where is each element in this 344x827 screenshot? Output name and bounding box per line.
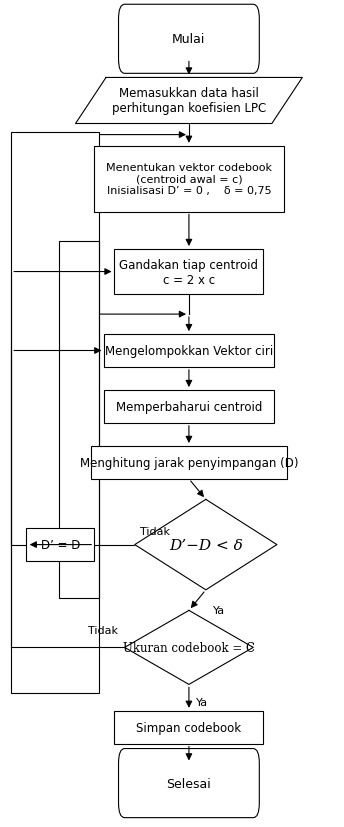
Text: Menentukan vektor codebook
(centroid awal = c)
Inisialisasi D’ = 0 ,    δ = 0,75: Menentukan vektor codebook (centroid awa…	[106, 163, 272, 196]
Text: Memasukkan data hasil
perhitungan koefisien LPC: Memasukkan data hasil perhitungan koefis…	[112, 88, 266, 115]
Text: Tidak: Tidak	[140, 527, 170, 537]
Bar	[104, 390, 273, 423]
FancyBboxPatch shape	[119, 748, 259, 818]
Bar	[91, 447, 287, 479]
Bar	[94, 146, 284, 213]
Text: Gandakan tiap centroid
c = 2 x c: Gandakan tiap centroid c = 2 x c	[119, 258, 258, 286]
Bar	[11, 132, 99, 693]
Text: Ya: Ya	[213, 605, 225, 615]
Text: D’−D < δ: D’−D < δ	[169, 538, 243, 552]
Text: Ya: Ya	[196, 697, 208, 707]
FancyBboxPatch shape	[119, 5, 259, 74]
Bar	[26, 528, 94, 562]
Text: Tidak: Tidak	[88, 625, 118, 635]
Text: Memperbaharui centroid: Memperbaharui centroid	[116, 400, 262, 414]
Bar	[115, 711, 264, 743]
Text: Menghitung jarak penyimpangan (D): Menghitung jarak penyimpangan (D)	[80, 457, 298, 469]
Text: Mengelompokkan Vektor ciri: Mengelompokkan Vektor ciri	[105, 345, 273, 357]
Text: D’ = D: D’ = D	[41, 538, 80, 552]
Text: Mulai: Mulai	[172, 33, 206, 46]
Polygon shape	[135, 500, 277, 590]
Text: Selesai: Selesai	[166, 777, 211, 790]
Bar	[104, 335, 273, 367]
Bar	[58, 241, 99, 598]
Polygon shape	[76, 79, 302, 124]
Bar	[115, 250, 264, 294]
Polygon shape	[125, 610, 253, 685]
Text: Ukuran codebook = C: Ukuran codebook = C	[123, 641, 255, 654]
Text: Simpan codebook: Simpan codebook	[136, 721, 241, 734]
